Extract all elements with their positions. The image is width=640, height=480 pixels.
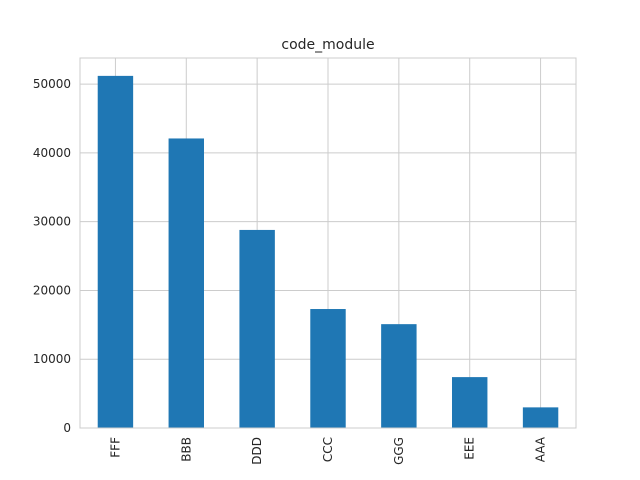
bar-ddd (239, 229, 275, 428)
bar-aaa (522, 407, 559, 428)
y-tick-label: 0 (63, 421, 71, 435)
x-tick-label: FFF (108, 437, 122, 458)
x-tick-label: GGG (392, 437, 406, 465)
x-tick-label: CCC (321, 437, 335, 462)
y-tick-label: 50000 (33, 77, 71, 91)
bars-layer (97, 75, 559, 428)
labels-layer: 0 10000 20000 30000 40000 50000 FFF BBB DDD CCC GG… (33, 77, 548, 465)
bar-eee (452, 377, 488, 428)
y-tick-label: 20000 (33, 283, 71, 297)
bar-fff (97, 75, 134, 428)
y-tick-label: 10000 (33, 352, 71, 366)
x-tick-label: EEE (463, 437, 477, 460)
x-tick-label: BBB (179, 437, 193, 462)
chart-title: code_module (281, 37, 374, 53)
plot-frame (79, 57, 577, 429)
bar-bbb (168, 138, 204, 428)
bar-ggg (381, 324, 417, 428)
y-tick-label: 30000 (33, 215, 71, 229)
x-tick-label: AAA (534, 436, 548, 462)
grid-layer (80, 58, 576, 429)
y-tick-label: 40000 (33, 146, 71, 160)
x-tick-label: DDD (250, 437, 264, 465)
bar-ccc (310, 309, 346, 428)
